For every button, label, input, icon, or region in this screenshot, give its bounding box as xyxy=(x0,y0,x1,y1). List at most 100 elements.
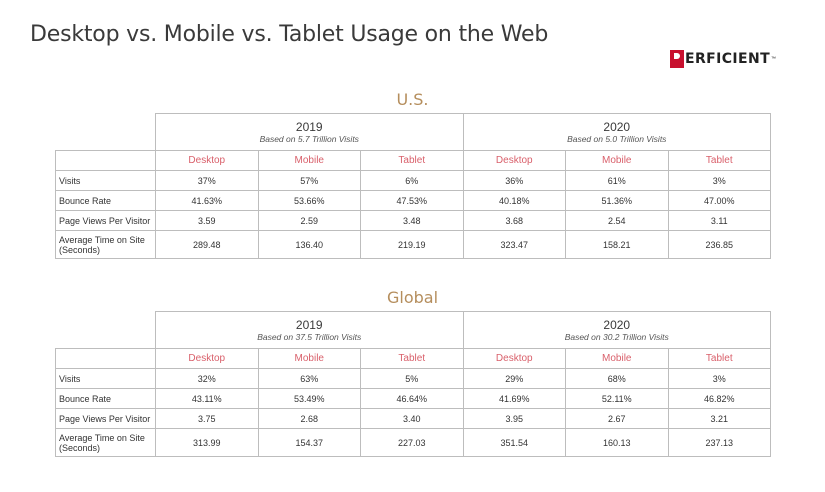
table-cell: 3.40 xyxy=(360,408,464,429)
table-cell: 3.48 xyxy=(360,210,464,231)
year-label: 2020 xyxy=(603,119,631,134)
table-cell: 2.68 xyxy=(257,408,361,429)
table-cell: 227.03 xyxy=(360,428,464,457)
table-row: Bounce Rate 41.63% 53.66% 47.53% 40.18% … xyxy=(55,190,771,211)
table-cell: 37% xyxy=(155,170,259,191)
device-header-tablet: Tablet xyxy=(360,348,464,369)
device-header-desktop: Desktop xyxy=(155,150,259,171)
table-cell: 63% xyxy=(257,368,361,389)
table-cell: 52.11% xyxy=(565,388,669,409)
table-cell: 3% xyxy=(667,170,771,191)
table-cell: 219.19 xyxy=(360,230,464,259)
year-basis: Based on 5.0 Trillion Visits xyxy=(567,133,667,144)
section-title-global: Global xyxy=(386,288,439,307)
table-cell: 36% xyxy=(462,170,566,191)
row-label: Page Views Per Visitor xyxy=(55,210,156,231)
corner-cell xyxy=(55,311,156,349)
logo-text: ERFICIENT xyxy=(685,51,771,67)
table-row: Average Time on Site (Seconds) 289.48 13… xyxy=(55,230,771,259)
table-cell: 46.82% xyxy=(667,388,771,409)
table-cell: 40.18% xyxy=(462,190,566,211)
blank-cell xyxy=(55,348,156,369)
corner-cell xyxy=(55,113,156,151)
table-cell: 154.37 xyxy=(257,428,361,457)
usage-table-us: 2019 Based on 5.7 Trillion Visits 2020 B… xyxy=(55,113,771,259)
table-cell: 6% xyxy=(360,170,464,191)
year-basis: Based on 5.7 Trillion Visits xyxy=(259,133,359,144)
device-header-mobile: Mobile xyxy=(257,150,361,171)
table-cell: 46.64% xyxy=(360,388,464,409)
table-cell: 61% xyxy=(565,170,669,191)
table-cell: 41.69% xyxy=(462,388,566,409)
year-basis: Based on 37.5 Trillion Visits xyxy=(257,331,362,342)
table-cell: 2.59 xyxy=(257,210,361,231)
year-header: 2019 Based on 5.7 Trillion Visits xyxy=(155,113,464,151)
table-cell: 51.36% xyxy=(565,190,669,211)
device-header-desktop: Desktop xyxy=(155,348,259,369)
table-cell: 313.99 xyxy=(155,428,259,457)
year-basis: Based on 30.2 Trillion Visits xyxy=(564,331,669,342)
table-cell: 351.54 xyxy=(462,428,566,457)
table-cell: 289.48 xyxy=(155,230,259,259)
year-label: 2019 xyxy=(295,119,323,134)
table-cell: 53.66% xyxy=(257,190,361,211)
table-cell: 136.40 xyxy=(257,230,361,259)
table-row: Visits 32% 63% 5% 29% 68% 3% xyxy=(55,368,771,389)
row-label: Visits xyxy=(55,368,156,389)
page-title: Desktop vs. Mobile vs. Tablet Usage on t… xyxy=(30,22,549,47)
table-row: Bounce Rate 43.11% 53.49% 46.64% 41.69% … xyxy=(55,388,771,409)
section-title-us: U.S. xyxy=(396,90,429,109)
row-label: Page Views Per Visitor xyxy=(55,408,156,429)
row-label: Bounce Rate xyxy=(55,388,156,409)
device-header-mobile: Mobile xyxy=(565,150,669,171)
device-header-tablet: Tablet xyxy=(667,150,771,171)
row-label: Bounce Rate xyxy=(55,190,156,211)
table-cell: 158.21 xyxy=(565,230,669,259)
table-row: Average Time on Site (Seconds) 313.99 15… xyxy=(55,428,771,457)
row-label-line: (Seconds) xyxy=(59,244,101,255)
perficient-logo: ERFICIENT ™ xyxy=(670,50,776,68)
table-cell: 32% xyxy=(155,368,259,389)
table-cell: 323.47 xyxy=(462,230,566,259)
table-cell: 5% xyxy=(360,368,464,389)
table-cell: 237.13 xyxy=(667,428,771,457)
table-cell: 3% xyxy=(667,368,771,389)
table-cell: 29% xyxy=(462,368,566,389)
table-cell: 41.63% xyxy=(155,190,259,211)
table-cell: 68% xyxy=(565,368,669,389)
table-cell: 43.11% xyxy=(155,388,259,409)
device-header-tablet: Tablet xyxy=(360,150,464,171)
table-cell: 3.95 xyxy=(462,408,566,429)
usage-table-global: 2019 Based on 37.5 Trillion Visits 2020 … xyxy=(55,311,771,457)
table-cell: 57% xyxy=(257,170,361,191)
table-cell: 53.49% xyxy=(257,388,361,409)
table-cell: 2.54 xyxy=(565,210,669,231)
table-cell: 160.13 xyxy=(565,428,669,457)
table-cell: 2.67 xyxy=(565,408,669,429)
device-header-tablet: Tablet xyxy=(667,348,771,369)
year-label: 2020 xyxy=(603,317,631,332)
row-label: Average Time on Site (Seconds) xyxy=(55,428,156,457)
table-cell: 3.68 xyxy=(462,210,566,231)
table-row: Page Views Per Visitor 3.59 2.59 3.48 3.… xyxy=(55,210,771,231)
year-header: 2019 Based on 37.5 Trillion Visits xyxy=(155,311,464,349)
table-cell: 47.53% xyxy=(360,190,464,211)
table-row: Visits 37% 57% 6% 36% 61% 3% xyxy=(55,170,771,191)
table-cell: 236.85 xyxy=(667,230,771,259)
table-cell: 47.00% xyxy=(667,190,771,211)
table-cell: 3.21 xyxy=(667,408,771,429)
table-row: Page Views Per Visitor 3.75 2.68 3.40 3.… xyxy=(55,408,771,429)
row-label: Visits xyxy=(55,170,156,191)
logo-p-icon xyxy=(670,50,684,68)
device-header-mobile: Mobile xyxy=(257,348,361,369)
logo-trademark: ™ xyxy=(771,56,777,62)
blank-cell xyxy=(55,150,156,171)
table-cell: 3.59 xyxy=(155,210,259,231)
table-cell: 3.11 xyxy=(667,210,771,231)
row-label: Average Time on Site (Seconds) xyxy=(55,230,156,259)
row-label-line: Average Time on Site xyxy=(59,432,145,443)
row-label-line: Average Time on Site xyxy=(59,234,145,245)
device-header-desktop: Desktop xyxy=(462,150,566,171)
table-cell: 3.75 xyxy=(155,408,259,429)
device-header-mobile: Mobile xyxy=(565,348,669,369)
